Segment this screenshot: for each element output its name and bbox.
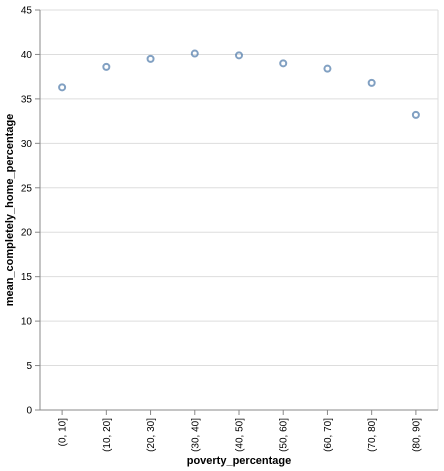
data-point — [367, 78, 376, 87]
y-axis-ticks: 0 5 10 15 20 25 30 35 40 45 — [21, 6, 40, 417]
data-point — [323, 64, 332, 73]
y-tick-label: 25 — [21, 183, 33, 194]
x-axis-ticks: (0, 10] (10, 20] (20, 30] (30, 40] (40, 50] (… — [58, 410, 422, 452]
x-tick-label: (20, 30] — [146, 418, 157, 452]
y-tick-label: 30 — [21, 139, 33, 150]
data-point — [102, 62, 111, 71]
y-tick-label: 0 — [26, 406, 32, 417]
x-tick-label: (70, 80] — [367, 418, 378, 452]
x-tick-label: (10, 20] — [102, 418, 113, 452]
y-axis-title: mean_completely_home_percentage — [4, 114, 16, 307]
data-point — [235, 51, 243, 60]
y-tick-label: 15 — [21, 272, 33, 283]
x-tick-label: (40, 50] — [235, 418, 246, 452]
data-point — [411, 110, 420, 119]
x-tick-label: (0, 10] — [58, 418, 69, 447]
y-tick-label: 40 — [21, 50, 33, 61]
data-points — [58, 49, 420, 119]
y-tick-label: 5 — [26, 361, 32, 372]
y-tick-label: 35 — [21, 94, 33, 105]
data-point — [279, 59, 288, 68]
x-axis-title: poverty_percentage — [187, 455, 292, 467]
data-point — [58, 83, 67, 92]
y-tick-label: 45 — [21, 6, 33, 17]
x-tick-label: (60, 70] — [323, 418, 334, 452]
axes — [39, 10, 438, 411]
x-tick-label: (50, 60] — [279, 418, 290, 452]
x-tick-label: (80, 90] — [411, 418, 422, 452]
data-point — [190, 49, 199, 58]
x-tick-label: (30, 40] — [190, 418, 201, 452]
data-point — [146, 54, 155, 63]
y-tick-label: 10 — [21, 317, 33, 328]
grid-lines — [40, 9, 439, 411]
y-tick-label: 20 — [21, 228, 33, 239]
